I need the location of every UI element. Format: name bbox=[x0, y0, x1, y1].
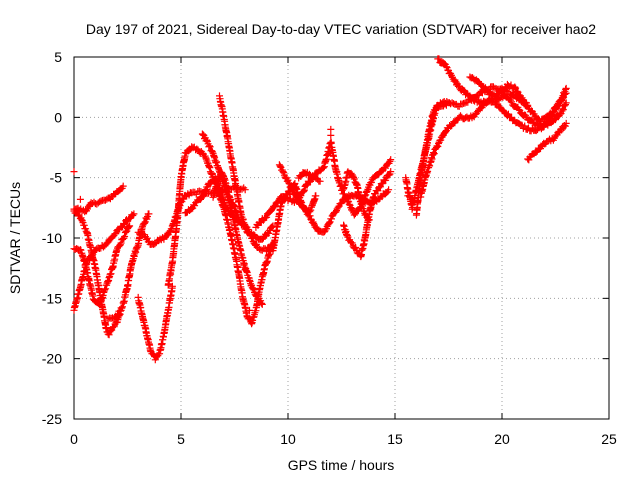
series-track-12 bbox=[209, 168, 277, 255]
chart-title: Day 197 of 2021, Sidereal Day-to-day VTE… bbox=[86, 21, 596, 37]
axis-ticks bbox=[73, 56, 610, 420]
x-tick-label: 5 bbox=[177, 431, 185, 447]
series-track-3 bbox=[70, 210, 138, 314]
data-marks bbox=[338, 156, 395, 219]
data-marks bbox=[70, 182, 127, 216]
data-points bbox=[70, 55, 570, 364]
series-isolated bbox=[70, 125, 412, 314]
x-axis-label: GPS time / hours bbox=[288, 457, 395, 473]
series-track-21 bbox=[417, 92, 570, 201]
grid-lines bbox=[74, 57, 609, 419]
series-track-18 bbox=[338, 156, 395, 219]
y-axis-label: SDTVAR / TECUs bbox=[7, 182, 23, 294]
y-tick-label: -20 bbox=[42, 351, 62, 367]
series-track-23 bbox=[466, 73, 570, 126]
series-track-6 bbox=[134, 282, 176, 364]
x-tick-label: 15 bbox=[387, 431, 403, 447]
data-marks bbox=[209, 168, 277, 255]
series-track-10 bbox=[198, 130, 266, 308]
series-track-4 bbox=[70, 222, 134, 308]
y-tick-labels: -25 -20 -15 -10 -5 0 5 bbox=[42, 49, 62, 427]
x-tick-labels: 0 5 10 15 20 25 bbox=[70, 431, 617, 447]
series-track-17 bbox=[340, 168, 395, 261]
data-marks bbox=[70, 222, 134, 308]
y-tick-label: 5 bbox=[54, 49, 62, 65]
x-tick-label: 25 bbox=[601, 431, 617, 447]
x-tick-label: 20 bbox=[494, 431, 510, 447]
y-tick-label: -25 bbox=[42, 411, 62, 427]
y-tick-label: 0 bbox=[54, 109, 62, 125]
data-marks bbox=[412, 100, 450, 219]
data-marks bbox=[70, 125, 412, 314]
data-marks bbox=[104, 210, 153, 323]
y-tick-label: -15 bbox=[42, 290, 62, 306]
data-marks bbox=[198, 130, 266, 308]
series-track-20 bbox=[412, 100, 450, 219]
y-tick-label: -10 bbox=[42, 230, 62, 246]
series-track-24 bbox=[524, 119, 570, 164]
x-tick-label: 0 bbox=[70, 431, 78, 447]
data-marks bbox=[70, 210, 138, 314]
data-marks bbox=[524, 119, 570, 164]
series-track-5 bbox=[104, 210, 153, 323]
series-track-2 bbox=[70, 182, 127, 216]
data-marks bbox=[340, 168, 395, 261]
data-marks bbox=[466, 73, 570, 126]
data-marks bbox=[417, 92, 570, 201]
data-marks bbox=[134, 282, 176, 364]
x-tick-label: 10 bbox=[280, 431, 296, 447]
y-tick-label: -5 bbox=[50, 170, 63, 186]
